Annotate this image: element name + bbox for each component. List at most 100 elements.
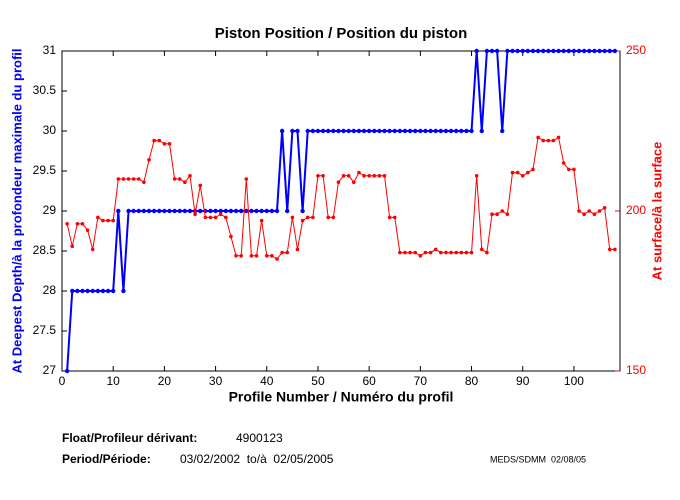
point xyxy=(275,257,279,261)
float-id: 4900123 xyxy=(236,431,283,445)
point xyxy=(490,212,494,216)
point xyxy=(259,208,264,214)
point xyxy=(464,128,469,134)
point xyxy=(433,247,438,252)
point xyxy=(372,174,377,178)
x-tick-label: 0 xyxy=(59,374,66,388)
point xyxy=(95,288,101,294)
point xyxy=(295,247,300,252)
point xyxy=(541,138,546,143)
point xyxy=(249,254,254,258)
credit: MEDS/SDMM 02/08/05 xyxy=(490,454,586,464)
point xyxy=(203,215,208,220)
point xyxy=(428,250,433,255)
point xyxy=(489,48,495,54)
point xyxy=(407,128,413,134)
point xyxy=(510,48,515,54)
point xyxy=(382,174,387,178)
point xyxy=(561,48,566,54)
point xyxy=(274,208,280,214)
y2-axis-label: At surface/à la surface xyxy=(649,142,664,281)
point xyxy=(515,170,520,175)
y-tick-label: 28.5 xyxy=(33,243,57,257)
point xyxy=(320,128,326,134)
point xyxy=(218,212,223,216)
x-axis-label: Profile Number / Numéro du profil xyxy=(229,389,454,405)
point xyxy=(449,250,453,255)
point xyxy=(208,208,213,214)
point xyxy=(597,209,602,213)
point xyxy=(75,222,80,226)
point xyxy=(321,174,325,178)
x-tick-label: 20 xyxy=(158,374,172,388)
point xyxy=(305,128,310,134)
point xyxy=(223,208,229,214)
point xyxy=(587,48,592,54)
y-tick-label: 30 xyxy=(43,123,57,137)
point xyxy=(290,128,295,134)
point xyxy=(295,128,300,134)
point xyxy=(310,128,316,134)
point xyxy=(85,288,90,294)
point xyxy=(300,208,305,214)
point xyxy=(116,208,121,214)
point xyxy=(392,128,397,134)
point xyxy=(270,254,274,258)
point xyxy=(336,180,341,184)
point xyxy=(356,128,362,134)
point xyxy=(403,250,407,255)
period-label: Period/Période: xyxy=(62,452,151,466)
point xyxy=(377,174,382,178)
point xyxy=(188,174,192,178)
point xyxy=(398,250,402,255)
point xyxy=(142,180,146,184)
point xyxy=(418,254,423,258)
point xyxy=(187,208,193,214)
point xyxy=(367,174,371,178)
point xyxy=(469,128,474,134)
point xyxy=(285,208,290,214)
point xyxy=(157,138,162,143)
point xyxy=(602,48,607,54)
point xyxy=(70,288,75,294)
point xyxy=(116,177,121,181)
point xyxy=(167,142,172,146)
point xyxy=(336,128,341,134)
point xyxy=(459,250,464,255)
point xyxy=(607,48,612,54)
point xyxy=(346,174,351,178)
point xyxy=(366,128,372,134)
point xyxy=(244,177,249,181)
point xyxy=(531,167,535,172)
point xyxy=(106,218,110,223)
point xyxy=(177,208,182,214)
point xyxy=(259,218,264,223)
point xyxy=(121,288,126,294)
chart-title: Piston Position / Position du piston xyxy=(215,25,468,42)
point xyxy=(162,142,167,146)
point xyxy=(556,48,561,54)
point xyxy=(464,250,469,255)
point xyxy=(172,208,177,214)
point xyxy=(387,128,392,134)
point xyxy=(535,48,541,54)
period: 03/02/2002 to/à 02/05/2005 xyxy=(180,452,334,466)
point xyxy=(351,180,356,184)
y-tick-label: 27 xyxy=(43,363,57,377)
point xyxy=(423,128,428,134)
point xyxy=(224,215,228,220)
point xyxy=(500,128,505,134)
point xyxy=(459,128,464,134)
point xyxy=(198,183,203,188)
point xyxy=(454,250,458,255)
point xyxy=(90,247,95,252)
x-tick-label: 60 xyxy=(362,374,376,388)
point xyxy=(505,48,510,54)
point xyxy=(402,128,408,134)
point xyxy=(520,48,525,54)
y-tick-label: 27.5 xyxy=(33,323,57,337)
point xyxy=(157,208,162,214)
point xyxy=(408,250,412,255)
point xyxy=(85,228,90,232)
point xyxy=(326,128,331,134)
